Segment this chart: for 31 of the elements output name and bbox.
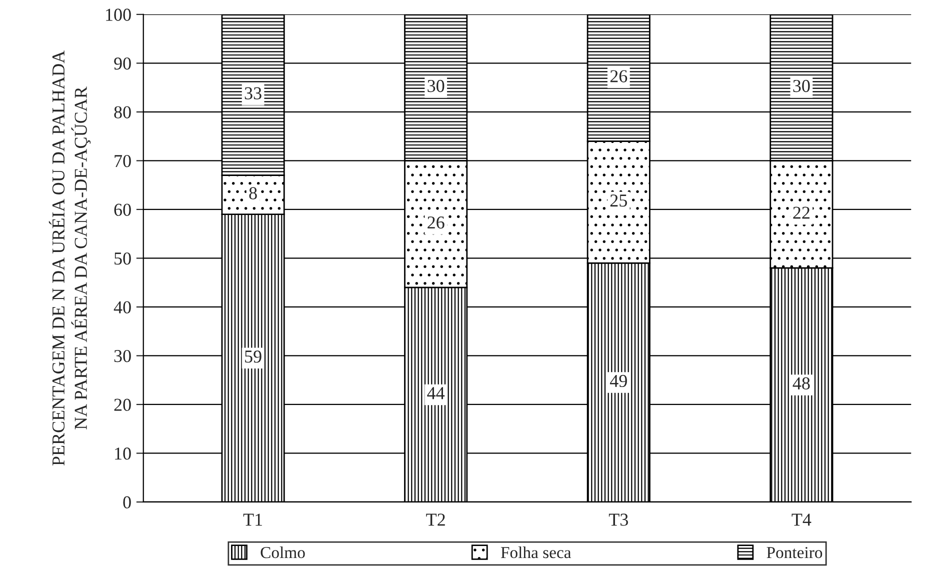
- y-tick-label: 0: [123, 496, 131, 508]
- y-tick-label: 60: [114, 204, 131, 216]
- y-tick-label: 70: [114, 154, 131, 168]
- legend-label: Ponteiro: [766, 546, 822, 558]
- legend-label: Colmo: [260, 546, 305, 558]
- data-label: 44: [427, 387, 445, 400]
- data-label: 25: [610, 194, 627, 207]
- data-label: 30: [428, 80, 444, 92]
- legend-label: Folha seca: [500, 546, 572, 558]
- y-tick-label: 10: [115, 447, 131, 460]
- data-label: 49: [610, 374, 627, 388]
- data-label: 8: [249, 187, 257, 200]
- data-label: 26: [428, 216, 444, 229]
- data-label: 33: [244, 87, 262, 100]
- y-tick-label: 100: [106, 8, 131, 21]
- y-tick-label: 40: [114, 301, 131, 314]
- data-label: 22: [793, 206, 810, 219]
- data-label: 30: [793, 80, 810, 92]
- x-tick-label: T3: [608, 514, 628, 526]
- data-label: 26: [610, 70, 628, 82]
- y-axis-title: PERCENTAGEM DE N DA URÉIA OU DA PALHADA NA PARTE AÉREA DA CANA-DE-AÇÚCAR: [48, 50, 91, 466]
- x-tick-label: T4: [792, 514, 812, 526]
- data-label: 48: [792, 377, 810, 390]
- y-tick-label: 20: [114, 398, 131, 411]
- y-tick-label: 90: [114, 57, 131, 70]
- y-tick-label: 30: [114, 350, 131, 362]
- x-tick-label: T1: [243, 514, 262, 526]
- x-tick-label: T2: [426, 514, 445, 526]
- data-label: 59: [245, 350, 262, 363]
- y-tick-label: 80: [114, 106, 131, 118]
- y-tick-label: 50: [114, 252, 131, 265]
